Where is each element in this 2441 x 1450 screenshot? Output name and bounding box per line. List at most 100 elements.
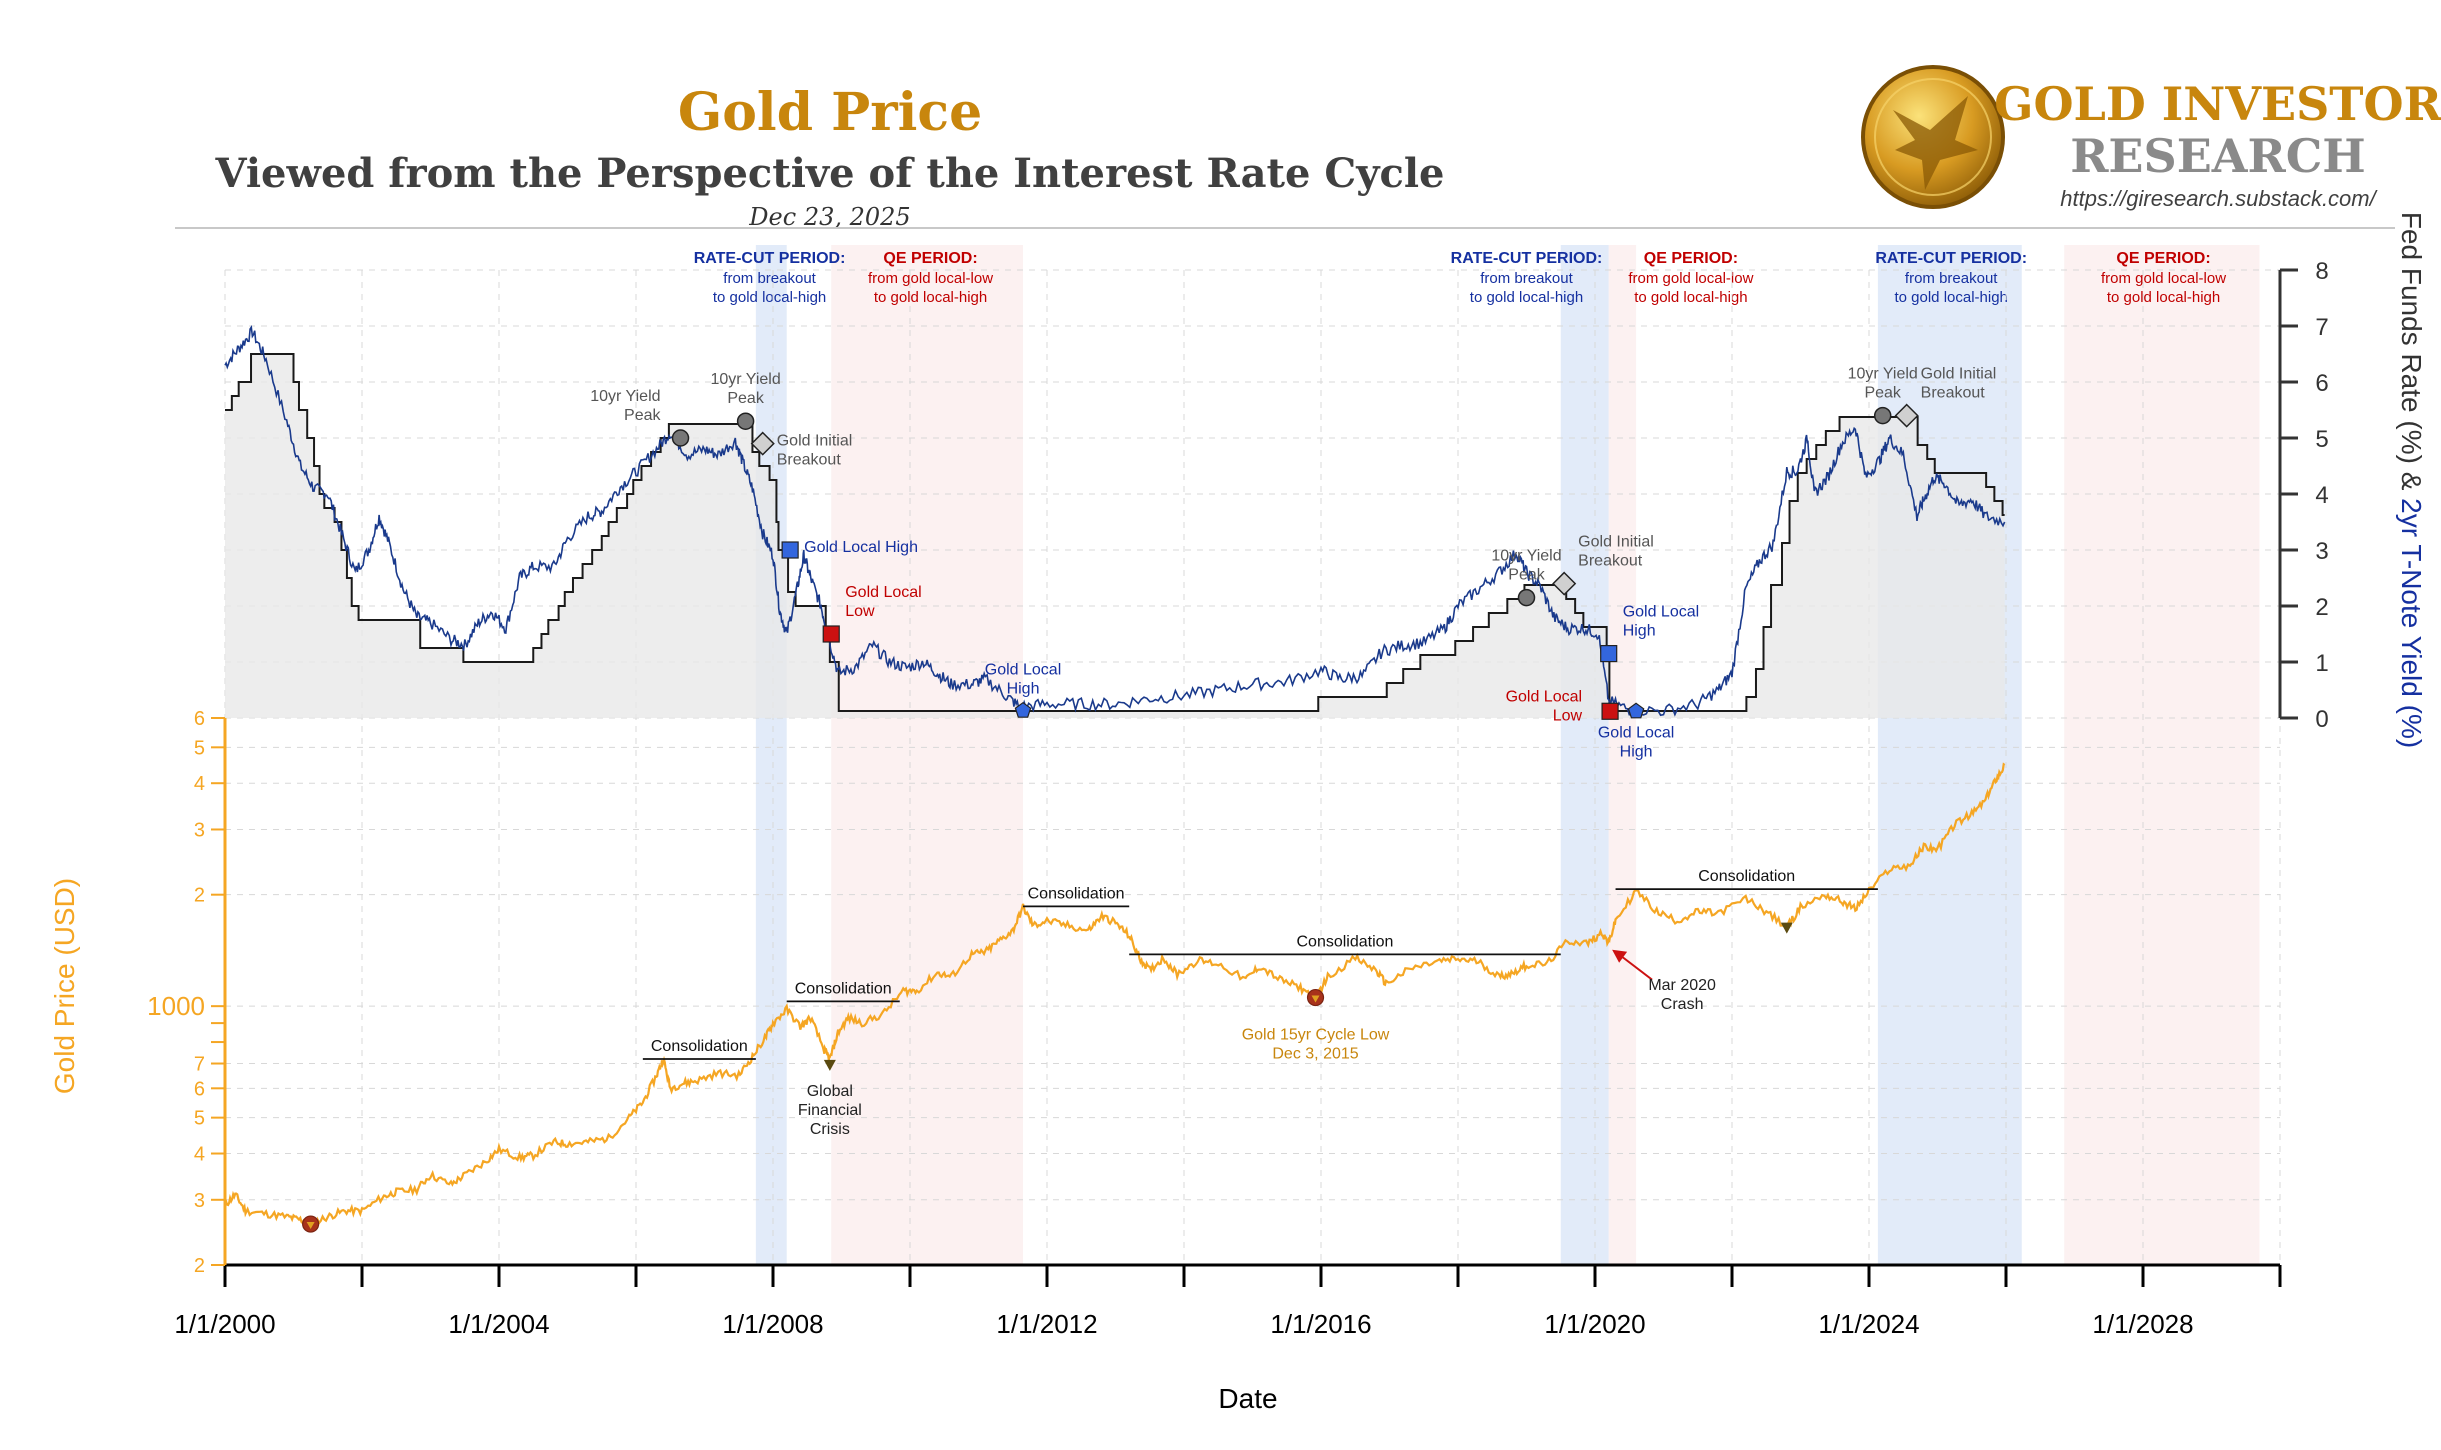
marker-label: Gold Initial: [1921, 366, 1997, 383]
x-axis-title: Date: [1218, 1383, 1277, 1414]
down-arrow-icon: [823, 1059, 836, 1071]
qe-label-head: QE PERIOD:: [883, 250, 977, 267]
right-axis-title-fed: Fed Funds Rate (%) &: [2396, 212, 2427, 498]
marker-label: Gold Local: [845, 584, 922, 601]
marker-label: Breakout: [1921, 385, 1986, 402]
crash-label: Mar 2020: [1648, 977, 1716, 994]
gold-local-low-marker: [822, 625, 840, 643]
marker-label: 10yr Yield: [1848, 366, 1918, 383]
band-label-line: to gold local-high: [874, 289, 987, 306]
crisis-label: Crisis: [810, 1121, 850, 1138]
crisis-label: Global: [807, 1083, 853, 1100]
x-tick-label: 1/1/2008: [722, 1309, 823, 1339]
down-arrow-icon: [1780, 922, 1793, 934]
brand-line1: GOLD INVESTOR: [1994, 77, 2441, 131]
right-tick-label: 5: [2315, 426, 2328, 453]
marker-label: Peak: [1508, 567, 1545, 584]
fed-funds-line: [225, 353, 2005, 712]
band-label-line: from gold local-low: [2101, 270, 2226, 287]
band-label-line: from gold local-low: [1628, 270, 1753, 287]
crisis-label: Financial: [798, 1102, 862, 1119]
left-tick-label: 6: [194, 1078, 205, 1100]
marker-label: High: [1620, 743, 1653, 760]
marker-label: Peak: [727, 390, 764, 407]
gold-local-high-marker: [1627, 702, 1645, 719]
gold-price-line: [223, 762, 2006, 1230]
marker-label: Low: [1553, 707, 1583, 724]
left-tick-label: 3: [194, 1190, 205, 1212]
x-tick-label: 1/1/2024: [1818, 1309, 1919, 1339]
breakout-marker: [1552, 571, 1577, 596]
brand-logo: [1861, 65, 2005, 209]
band-label-line: from breakout: [1905, 270, 1998, 287]
consolidation-label: Consolidation: [651, 1038, 748, 1055]
left-tick-label: 2: [194, 1255, 205, 1277]
cycle-low-label: Dec 3, 2015: [1272, 1046, 1358, 1063]
down-triangle-icon: [306, 1222, 315, 1230]
cycle-low-label: Gold 15yr Cycle Low: [1242, 1027, 1390, 1044]
marker-label: 10yr Yield: [590, 388, 660, 405]
gold-local-high-marker: [1600, 644, 1618, 663]
x-tick-label: 1/1/2012: [996, 1309, 1097, 1339]
band-label-line: from breakout: [723, 270, 816, 287]
left-tick-label: 7: [194, 1054, 205, 1076]
fed-funds-area: [225, 354, 2005, 718]
x-tick-label: 1/1/2000: [174, 1309, 275, 1339]
chart-subtitle: Viewed from the Perspective of the Inter…: [215, 150, 1445, 197]
right-axis-title-yield: 2yr T-Note Yield (%): [2396, 498, 2427, 748]
qe-band: [1608, 245, 1637, 1265]
rate-cut-band: [755, 245, 787, 1265]
yield-peak-marker: [1873, 406, 1892, 425]
left-tick-label: 4: [194, 773, 205, 795]
marker-label: Gold Local: [1623, 604, 1700, 621]
right-tick-label: 6: [2315, 370, 2328, 397]
rate-cut-band: [1560, 245, 1609, 1265]
left-tick-label: 6: [194, 708, 205, 730]
breakout-marker: [1894, 403, 1919, 428]
right-tick-label: 3: [2315, 538, 2328, 565]
marker-label: Gold Local: [1506, 688, 1583, 705]
marker-label: Low: [845, 603, 875, 620]
marker-label: High: [1623, 623, 1656, 640]
band-label-line: from gold local-low: [868, 270, 993, 287]
consolidation-label: Consolidation: [1028, 885, 1125, 902]
marker-label: 10yr Yield: [710, 371, 780, 388]
band-label-line: from breakout: [1480, 270, 1573, 287]
marker-label: Peak: [1864, 385, 1901, 402]
left-tick-label: 4: [194, 1144, 205, 1166]
right-tick-label: 7: [2315, 314, 2328, 341]
brand-url[interactable]: https://giresearch.substack.com/: [2060, 186, 2377, 211]
left-tick-label: 3: [194, 819, 205, 841]
left-axis-title: Gold Price (USD): [49, 878, 80, 1094]
left-tick-label: 5: [194, 1108, 205, 1130]
x-tick-label: 1/1/2028: [2092, 1309, 2193, 1339]
marker-label: Gold Local: [1598, 724, 1675, 741]
marker-label: Gold Local High: [804, 539, 918, 556]
crash-arrow-shaft: [1617, 952, 1653, 981]
marker-label: Peak: [624, 407, 661, 424]
qe-band: [831, 245, 1024, 1265]
rate-cut-label-head: RATE-CUT PERIOD:: [694, 250, 846, 267]
gold-local-high-marker: [781, 541, 799, 559]
right-axis-title: Fed Funds Rate (%) & 2yr T-Note Yield (%…: [2396, 212, 2427, 748]
band-label-line: to gold local-high: [1634, 289, 1747, 306]
left-tick-label: 5: [194, 737, 205, 759]
eagle-icon: [1893, 96, 1978, 190]
x-tick-label: 1/1/2020: [1544, 1309, 1645, 1339]
band-label-line: to gold local-high: [2107, 289, 2220, 306]
consolidation-label: Consolidation: [1296, 933, 1393, 950]
brand-line2: RESEARCH: [2070, 129, 2366, 183]
red-arrow-icon: [1612, 949, 1628, 963]
consolidation-label: Consolidation: [1698, 868, 1795, 885]
rate-cut-label-head: RATE-CUT PERIOD:: [1875, 250, 2027, 267]
band-label-line: to gold local-high: [1470, 289, 1583, 306]
yield-peak-marker: [671, 429, 690, 447]
breakout-marker: [750, 431, 775, 456]
qe-label-head: QE PERIOD:: [2116, 250, 2210, 267]
x-tick-label: 1/1/2004: [448, 1309, 549, 1339]
marker-label: Breakout: [1578, 553, 1643, 570]
marker-label: 10yr Yield: [1491, 548, 1561, 565]
marker-label: Gold Initial: [777, 433, 853, 450]
x-tick-label: 1/1/2016: [1270, 1309, 1371, 1339]
